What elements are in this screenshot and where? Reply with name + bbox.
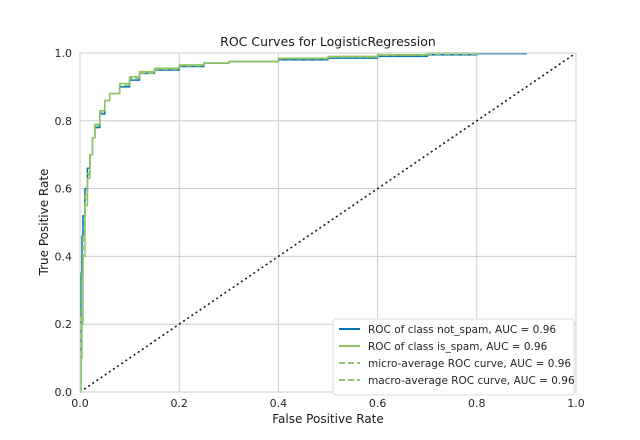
- x-tick-label: 0.6: [369, 397, 387, 410]
- legend-label: ROC of class not_spam, AUC = 0.96: [368, 324, 556, 336]
- grid-lines: [79, 52, 577, 393]
- y-axis-label: True Positive Rate: [37, 169, 51, 277]
- x-tick-label: 1.0: [567, 397, 585, 410]
- chart-title: ROC Curves for LogisticRegression: [220, 34, 436, 49]
- y-tick-label: 0.4: [55, 250, 73, 263]
- y-tick-label: 0.8: [55, 115, 73, 128]
- x-tick-labels: 0.0 0.2 0.4 0.6 0.8 1.0: [71, 397, 585, 410]
- series-layer: [80, 52, 528, 393]
- x-tick-label: 0.2: [170, 397, 188, 410]
- y-tick-labels: 0.0 0.2 0.4 0.6 0.8 1.0: [55, 47, 73, 399]
- x-tick-label: 0.0: [71, 397, 89, 410]
- x-tick-label: 0.8: [468, 397, 486, 410]
- x-axis-label: False Positive Rate: [272, 412, 384, 426]
- legend-label: macro-average ROC curve, AUC = 0.96: [368, 375, 575, 387]
- y-tick-label: 0.2: [55, 318, 73, 331]
- legend-label: ROC of class is_spam, AUC = 0.96: [368, 341, 548, 353]
- legend-label: micro-average ROC curve, AUC = 0.96: [368, 358, 571, 370]
- legend: ROC of class not_spam, AUC = 0.96 ROC of …: [332, 318, 575, 396]
- y-tick-label: 0.0: [55, 386, 73, 399]
- reference-diagonal-line: [79, 52, 577, 393]
- x-tick-label: 0.4: [270, 397, 288, 410]
- y-tick-label: 1.0: [55, 47, 73, 60]
- plot-frame: [79, 52, 577, 393]
- legend-box: [332, 318, 575, 396]
- roc-series-line-3: [80, 53, 478, 393]
- y-tick-label: 0.6: [55, 183, 73, 196]
- reference-line-layer: [79, 52, 577, 393]
